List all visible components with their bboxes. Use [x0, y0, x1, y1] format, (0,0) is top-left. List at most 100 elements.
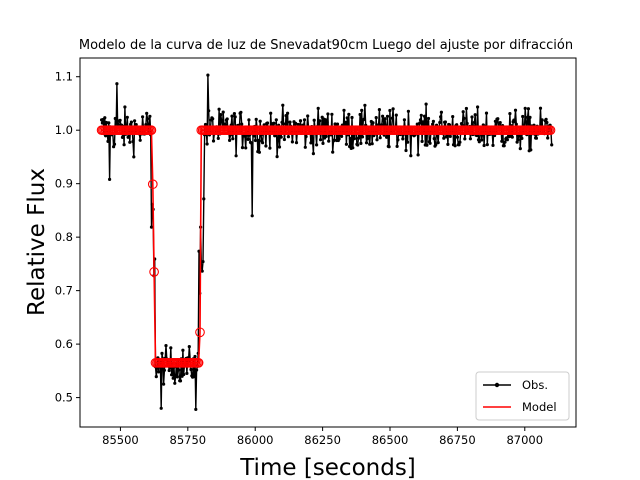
obs-point [331, 150, 335, 154]
obs-point [244, 146, 248, 150]
obs-point [462, 116, 466, 120]
obs-point [463, 137, 467, 141]
obs-point [145, 117, 150, 121]
obs-point [431, 122, 435, 126]
obs-point [352, 137, 356, 141]
obs-point [103, 116, 107, 120]
obs-point [526, 115, 530, 119]
model-point [149, 267, 159, 277]
obs-point [480, 138, 484, 142]
obs-point [288, 120, 292, 124]
obs-point [514, 122, 518, 126]
obs-point [131, 139, 135, 144]
x-tick-label: 85500 [102, 433, 139, 447]
x-axis: 85500 85750 86000 86250 86500 86750 87000 [102, 427, 543, 447]
obs-point [363, 103, 367, 107]
x-tick-label: 86000 [237, 433, 274, 447]
obs-point [359, 141, 363, 145]
obs-point [296, 122, 300, 127]
model-series-line [101, 129, 551, 364]
obs-point [404, 148, 408, 153]
obs-point [458, 140, 462, 144]
chart-title: Modelo de la curva de luz de Snevadat90c… [79, 38, 573, 53]
x-tick-label: 86750 [439, 433, 476, 447]
obs-point [138, 138, 142, 142]
obs-point [428, 141, 432, 145]
obs-point [431, 119, 435, 123]
obs-point [342, 108, 346, 112]
obs-point [464, 106, 468, 111]
obs-point [360, 135, 365, 139]
model-point [146, 125, 157, 136]
obs-point [249, 141, 253, 145]
x-tick-label: 87000 [506, 433, 543, 447]
obs-point [544, 117, 548, 121]
legend-model-label: Model [522, 400, 557, 414]
obs-point [315, 143, 319, 147]
obs-point [284, 114, 288, 118]
obs-point [132, 155, 136, 159]
obs-point [538, 106, 543, 110]
x-tick-label: 85750 [170, 433, 207, 447]
obs-point [306, 114, 310, 118]
obs-point [324, 134, 328, 138]
obs-point [302, 118, 307, 122]
obs-point [350, 115, 354, 120]
obs-point [491, 143, 495, 147]
obs-point [385, 114, 390, 118]
obs-point [348, 137, 352, 141]
obs-point [484, 111, 489, 115]
obs-point [254, 117, 258, 121]
obs-point [352, 134, 356, 138]
obs-point [513, 108, 518, 112]
obs-point [526, 107, 531, 111]
obs-point [418, 118, 423, 122]
obs-point [243, 134, 247, 138]
obs-point [468, 137, 472, 141]
obs-point [311, 152, 315, 156]
obs-point [246, 137, 250, 141]
obs-point [434, 143, 438, 147]
obs-point [438, 120, 442, 125]
obs-point [234, 154, 238, 158]
obs-point [520, 136, 524, 140]
model-point [147, 179, 158, 190]
obs-point [327, 139, 331, 143]
obs-point [426, 116, 431, 121]
obs-point [534, 136, 539, 140]
obs-point [318, 119, 322, 123]
obs-point [203, 122, 208, 127]
obs-point [145, 111, 149, 115]
obs-point [419, 113, 423, 117]
obs-point [500, 139, 504, 143]
obs-point [258, 119, 262, 123]
obs-point [448, 134, 452, 138]
obs-point [202, 197, 206, 201]
obs-point [345, 116, 349, 120]
obs-point [493, 119, 497, 123]
obs-point [473, 113, 477, 117]
y-tick-label: 1.1 [55, 70, 73, 84]
obs-point [364, 141, 369, 145]
obs-point [381, 114, 385, 118]
obs-point [298, 119, 303, 123]
obs-point [482, 143, 486, 148]
obs-point [528, 115, 532, 119]
obs-point [276, 139, 280, 143]
x-tick-label: 86250 [304, 433, 341, 447]
obs-point [304, 134, 308, 139]
obs-point [439, 115, 443, 119]
obs-point [100, 121, 104, 125]
obs-point [524, 120, 528, 124]
obs-point [170, 373, 174, 377]
obs-point [321, 141, 325, 145]
obs-point [351, 146, 355, 150]
obs-point [344, 142, 348, 146]
obs-point [154, 375, 158, 379]
obs-point [171, 376, 175, 380]
obs-point [231, 137, 235, 141]
obs-point [496, 117, 500, 121]
obs-point [510, 135, 514, 139]
y-axis-label: Relative Flux [24, 168, 50, 316]
